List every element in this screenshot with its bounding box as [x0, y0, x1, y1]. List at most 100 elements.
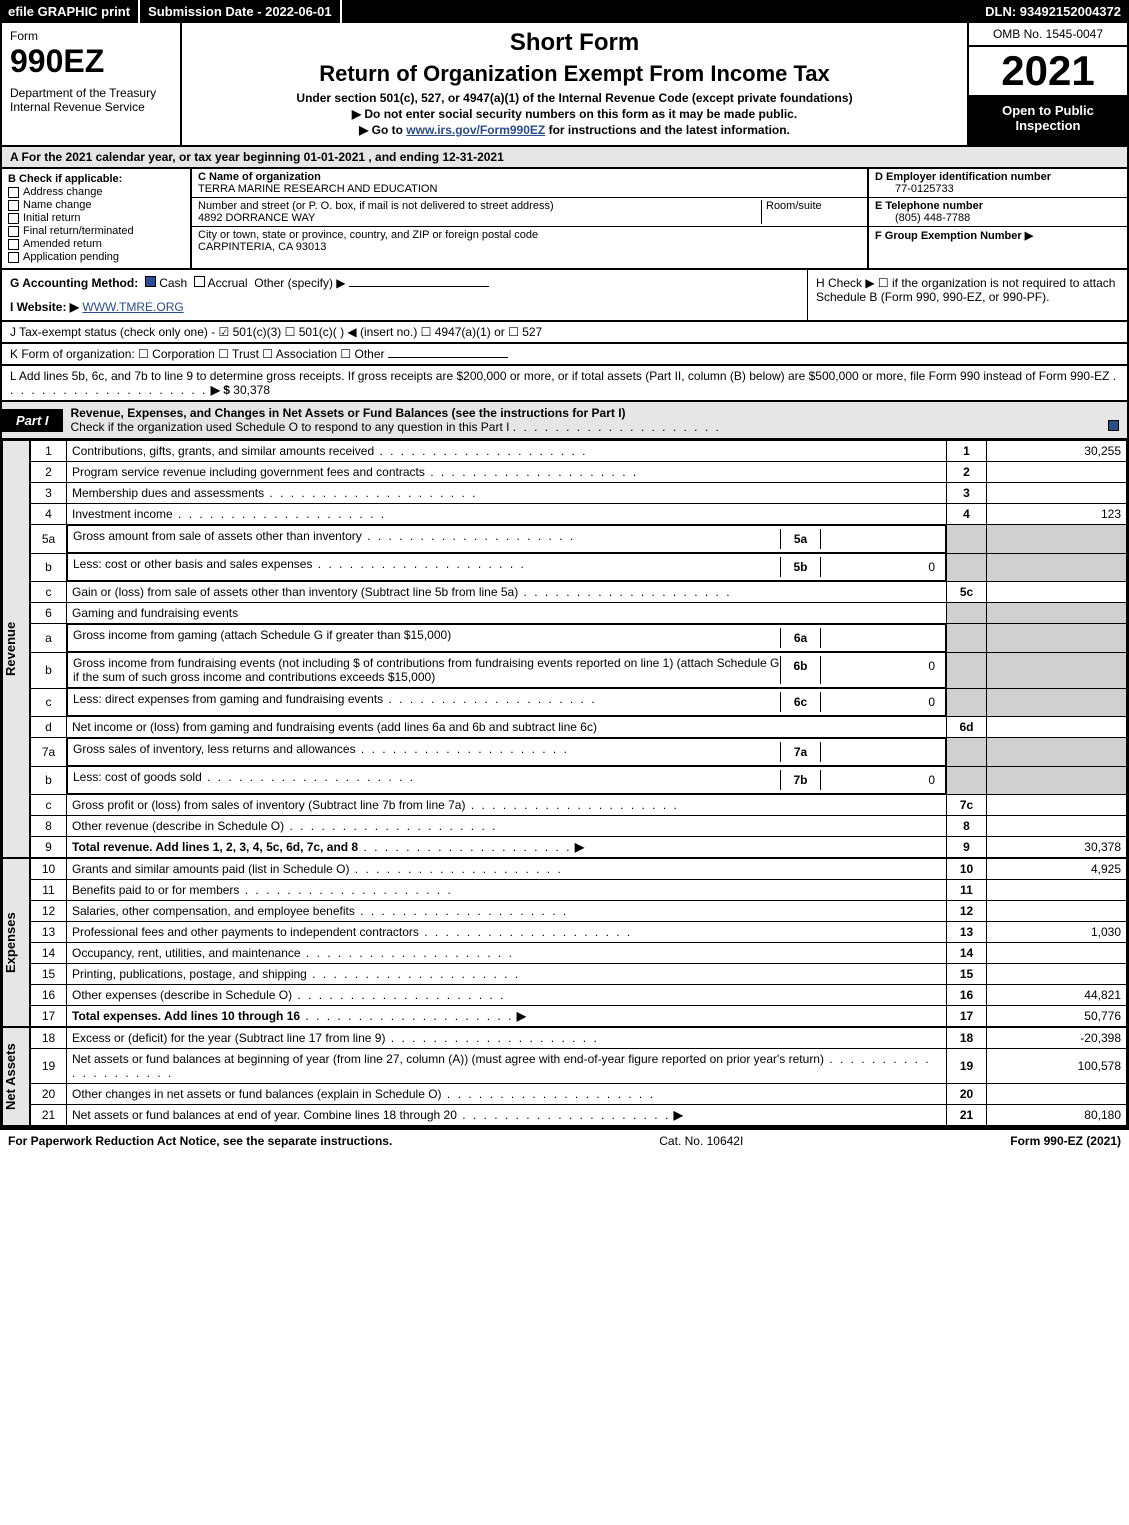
- city-value: CARPINTERIA, CA 93013: [198, 241, 861, 253]
- line-18-value: -20,398: [987, 1028, 1127, 1049]
- footer-right: Form 990-EZ (2021): [1010, 1134, 1121, 1148]
- line-14: 14 Occupancy, rent, utilities, and maint…: [31, 943, 1127, 964]
- f-label: F Group Exemption Number ▶: [875, 230, 1033, 242]
- line-6b-value: 0: [820, 656, 940, 684]
- irs-link[interactable]: www.irs.gov/Form990EZ: [406, 123, 545, 137]
- line-6c: c Less: direct expenses from gaming and …: [31, 688, 1127, 717]
- line-7c-value: [987, 795, 1127, 816]
- b-label: B Check if applicable:: [8, 173, 184, 185]
- line-21: 21 Net assets or fund balances at end of…: [31, 1105, 1127, 1126]
- submission-date: Submission Date - 2022-06-01: [140, 0, 342, 23]
- chk-initial-return[interactable]: Initial return: [8, 212, 184, 224]
- part1-header: Part I Revenue, Expenses, and Changes in…: [0, 402, 1129, 440]
- line-11-value: [987, 880, 1127, 901]
- goto-line: ▶ Go to www.irs.gov/Form990EZ for instru…: [190, 123, 959, 137]
- expenses-side-label: Expenses: [2, 858, 30, 1027]
- efile-label[interactable]: efile GRAPHIC print: [0, 0, 140, 23]
- dln: DLN: 93492152004372: [977, 0, 1129, 23]
- form-word: Form: [10, 29, 172, 43]
- line-3: 3 Membership dues and assessments 3: [31, 483, 1127, 504]
- street-label: Number and street (or P. O. box, if mail…: [198, 200, 761, 212]
- line-12: 12 Salaries, other compensation, and emp…: [31, 901, 1127, 922]
- line-21-value: 80,180: [987, 1105, 1127, 1126]
- org-name: TERRA MARINE RESEARCH AND EDUCATION: [198, 183, 861, 195]
- section-c: C Name of organization TERRA MARINE RESE…: [192, 169, 867, 268]
- department: Department of the Treasury Internal Reve…: [10, 86, 172, 114]
- l-gross-receipts: L Add lines 5b, 6c, and 7b to line 9 to …: [0, 366, 1129, 402]
- row-a-text: A For the 2021 calendar year, or tax yea…: [10, 150, 504, 164]
- telephone-value: (805) 448-7788: [875, 212, 1121, 224]
- line-7b: b Less: cost of goods sold 7b 0: [31, 766, 1127, 795]
- line-4-value: 123: [987, 504, 1127, 525]
- header-mid: Short Form Return of Organization Exempt…: [182, 23, 967, 145]
- return-title: Return of Organization Exempt From Incom…: [190, 61, 959, 87]
- section-def: D Employer identification number 77-0125…: [867, 169, 1127, 268]
- part1-title: Revenue, Expenses, and Changes in Net As…: [63, 402, 1127, 438]
- chk-amended-return[interactable]: Amended return: [8, 238, 184, 250]
- open-public: Open to Public Inspection: [969, 97, 1127, 145]
- no-ssn: ▶ Do not enter social security numbers o…: [190, 107, 959, 121]
- chk-application-pending[interactable]: Application pending: [8, 251, 184, 263]
- netassets-side-label: Net Assets: [2, 1027, 30, 1126]
- line-8-value: [987, 816, 1127, 837]
- part1-check-icon: [1108, 420, 1119, 431]
- line-13: 13 Professional fees and other payments …: [31, 922, 1127, 943]
- goto-prefix: ▶ Go to: [359, 123, 406, 137]
- g-accounting: G Accounting Method: Cash Accrual Other …: [2, 270, 807, 320]
- line-3-value: [987, 483, 1127, 504]
- gh-block: G Accounting Method: Cash Accrual Other …: [0, 270, 1129, 322]
- line-7a: 7a Gross sales of inventory, less return…: [31, 738, 1127, 767]
- goto-suffix: for instructions and the latest informat…: [549, 123, 790, 137]
- footer: For Paperwork Reduction Act Notice, see …: [0, 1128, 1129, 1152]
- chk-cash-icon: [145, 276, 156, 287]
- line-10-value: 4,925: [987, 859, 1127, 880]
- line-17: 17 Total expenses. Add lines 10 through …: [31, 1006, 1127, 1027]
- line-6: 6 Gaming and fundraising events: [31, 603, 1127, 624]
- line-16: 16 Other expenses (describe in Schedule …: [31, 985, 1127, 1006]
- top-bar: efile GRAPHIC print Submission Date - 20…: [0, 0, 1129, 23]
- line-5c: c Gain or (loss) from sale of assets oth…: [31, 582, 1127, 603]
- under-section: Under section 501(c), 527, or 4947(a)(1)…: [190, 91, 959, 105]
- line-1: 1 Contributions, gifts, grants, and simi…: [31, 441, 1127, 462]
- line-14-value: [987, 943, 1127, 964]
- line-5b-value: 0: [820, 557, 940, 577]
- netassets-block: Net Assets 18 Excess or (deficit) for th…: [0, 1027, 1129, 1128]
- chk-final-return[interactable]: Final return/terminated: [8, 225, 184, 237]
- line-2-value: [987, 462, 1127, 483]
- line-6c-value: 0: [820, 692, 940, 712]
- line-2: 2 Program service revenue including gove…: [31, 462, 1127, 483]
- line-13-value: 1,030: [987, 922, 1127, 943]
- line-1-value: 30,255: [987, 441, 1127, 462]
- line-4: 4 Investment income 4 123: [31, 504, 1127, 525]
- line-7b-value: 0: [820, 770, 940, 790]
- d-label: D Employer identification number: [875, 171, 1051, 183]
- l-value: 30,378: [233, 383, 270, 397]
- h-schedule-b: H Check ▶ ☐ if the organization is not r…: [807, 270, 1127, 320]
- footer-left: For Paperwork Reduction Act Notice, see …: [8, 1134, 392, 1148]
- chk-address-change[interactable]: Address change: [8, 186, 184, 198]
- line-7c: c Gross profit or (loss) from sales of i…: [31, 795, 1127, 816]
- c-label: C Name of organization: [198, 171, 321, 183]
- identity-block: B Check if applicable: Address change Na…: [0, 169, 1129, 270]
- line-11: 11 Benefits paid to or for members 11: [31, 880, 1127, 901]
- line-9-value: 30,378: [987, 837, 1127, 858]
- form-number: 990EZ: [10, 43, 172, 80]
- line-6b: b Gross income from fundraising events (…: [31, 652, 1127, 688]
- tax-year: 2021: [969, 47, 1127, 97]
- k-form-org: K Form of organization: ☐ Corporation ☐ …: [0, 344, 1129, 366]
- street-value: 4892 DORRANCE WAY: [198, 212, 761, 224]
- i-label: I Website: ▶: [10, 300, 79, 314]
- section-b: B Check if applicable: Address change Na…: [2, 169, 192, 268]
- expenses-block: Expenses 10 Grants and similar amounts p…: [0, 858, 1129, 1027]
- omb-number: OMB No. 1545-0047: [969, 23, 1127, 47]
- line-6d: d Net income or (loss) from gaming and f…: [31, 717, 1127, 738]
- short-form-title: Short Form: [190, 29, 959, 57]
- line-10: 10 Grants and similar amounts paid (list…: [31, 859, 1127, 880]
- website-link[interactable]: WWW.TMRE.ORG: [82, 300, 183, 314]
- chk-name-change[interactable]: Name change: [8, 199, 184, 211]
- line-15: 15 Printing, publications, postage, and …: [31, 964, 1127, 985]
- chk-accrual-icon: [194, 276, 205, 287]
- line-17-value: 50,776: [987, 1006, 1127, 1027]
- line-6a: a Gross income from gaming (attach Sched…: [31, 624, 1127, 653]
- revenue-side-label: Revenue: [2, 440, 30, 858]
